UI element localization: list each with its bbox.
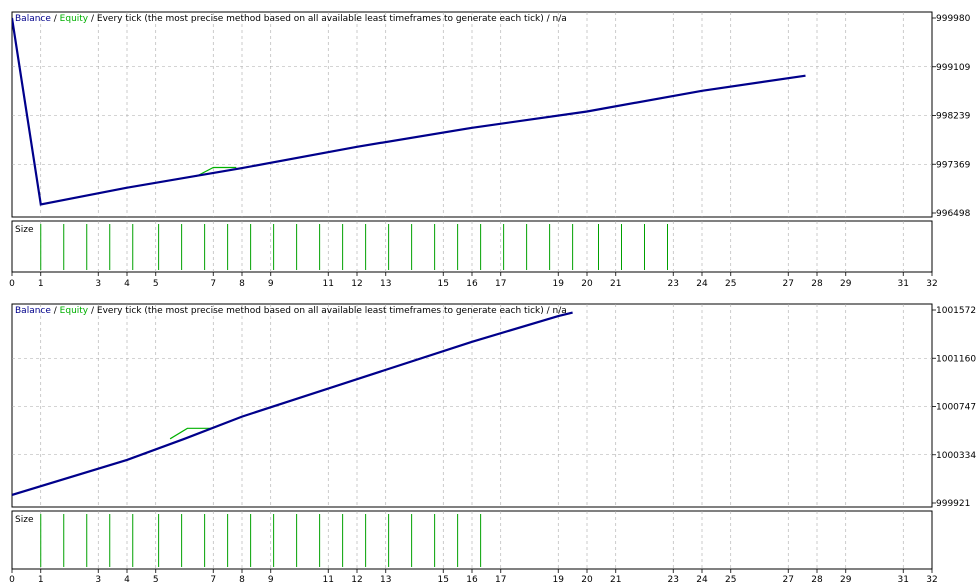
x-tick-label: 19 (553, 575, 565, 584)
x-tick-label: 32 (926, 279, 937, 289)
x-tick-label: 13 (380, 575, 391, 584)
header-description: / Every tick (the most precise method ba… (88, 306, 567, 316)
y-tick-label: 996498 (936, 209, 971, 219)
x-tick-label: 31 (898, 575, 909, 584)
x-tick-label: 29 (840, 575, 852, 584)
x-tick-label: 11 (323, 575, 334, 584)
x-tick-label: 29 (840, 279, 852, 289)
x-tick-label: 20 (581, 279, 593, 289)
header-balance-label: Balance (15, 14, 51, 24)
x-tick-label: 3 (95, 279, 101, 289)
x-tick-label: 5 (153, 279, 159, 289)
x-tick-label: 4 (124, 575, 130, 584)
x-tick-label: 15 (438, 279, 449, 289)
x-tick-label: 17 (495, 279, 506, 289)
x-tick-label: 27 (783, 575, 794, 584)
x-tick-label: 12 (351, 575, 362, 584)
x-tick-label: 23 (668, 279, 679, 289)
x-tick-label: 16 (466, 575, 478, 584)
x-tick-label: 25 (725, 575, 736, 584)
x-tick-label: 20 (581, 575, 593, 584)
y-tick-label: 998239 (936, 112, 971, 122)
size-panel-label: Size (15, 515, 34, 525)
x-tick-label: 16 (466, 279, 478, 289)
x-tick-label: 1 (38, 279, 44, 289)
y-tick-label: 999980 (936, 14, 971, 24)
x-tick-label: 24 (696, 279, 708, 289)
x-tick-label: 5 (153, 575, 159, 584)
header-description: / Every tick (the most precise method ba… (88, 14, 567, 24)
x-tick-label: 3 (95, 575, 101, 584)
x-tick-label: 0 (9, 279, 15, 289)
header-equity-label: Equity (60, 306, 89, 316)
chart-2: 0 1 3 4 5 7 8 9 11 12 13 15 16 17 19 20 21 23 24 25 27 28 29 31… (9, 304, 976, 584)
x-tick-label: 11 (323, 279, 334, 289)
x-tick-label: 4 (124, 279, 130, 289)
x-tick-label: 7 (210, 575, 216, 584)
chart-header: Balance / Equity / Every tick (the most … (15, 306, 567, 316)
x-tick-label: 27 (783, 279, 794, 289)
x-tick-label: 8 (239, 575, 245, 584)
header-equity-label: Equity (60, 14, 89, 24)
chart-header: Balance / Equity / Every tick (the most … (15, 14, 567, 24)
x-tick-label: 24 (696, 575, 708, 584)
x-tick-label: 23 (668, 575, 679, 584)
y-tick-label: 1001160 (936, 354, 976, 364)
x-tick-label: 25 (725, 279, 736, 289)
y-tick-label: 1000334 (936, 451, 976, 461)
x-tick-label: 13 (380, 279, 391, 289)
size-panel-label: Size (15, 225, 34, 235)
x-tick-label: 0 (9, 575, 15, 584)
x-tick-label: 32 (926, 575, 937, 584)
y-tick-label: 997369 (936, 160, 971, 170)
y-tick-label: 999109 (936, 63, 971, 73)
x-tick-label: 8 (239, 279, 245, 289)
x-tick-label: 31 (898, 279, 909, 289)
y-tick-label: 999921 (936, 499, 970, 509)
header-balance-label: Balance (15, 306, 51, 316)
x-tick-label: 1 (38, 575, 44, 584)
x-tick-label: 17 (495, 575, 506, 584)
x-tick-label: 28 (811, 279, 823, 289)
x-tick-label: 15 (438, 575, 449, 584)
x-tick-label: 12 (351, 279, 362, 289)
chart-1: 0 1 3 4 5 7 8 9 11 12 13 15 16 17 19 20 21 23 24 25 27 28 29 31… (9, 12, 970, 289)
x-tick-label: 21 (610, 279, 621, 289)
y-tick-label: 1001572 (936, 306, 976, 316)
x-tick-label: 19 (553, 279, 565, 289)
x-tick-label: 21 (610, 575, 621, 584)
header-separator: / (51, 14, 60, 24)
y-tick-label: 1000747 (936, 403, 976, 413)
header-separator: / (51, 306, 60, 316)
x-tick-label: 28 (811, 575, 823, 584)
x-tick-label: 7 (210, 279, 216, 289)
x-tick-label: 9 (268, 279, 274, 289)
x-tick-label: 9 (268, 575, 274, 584)
